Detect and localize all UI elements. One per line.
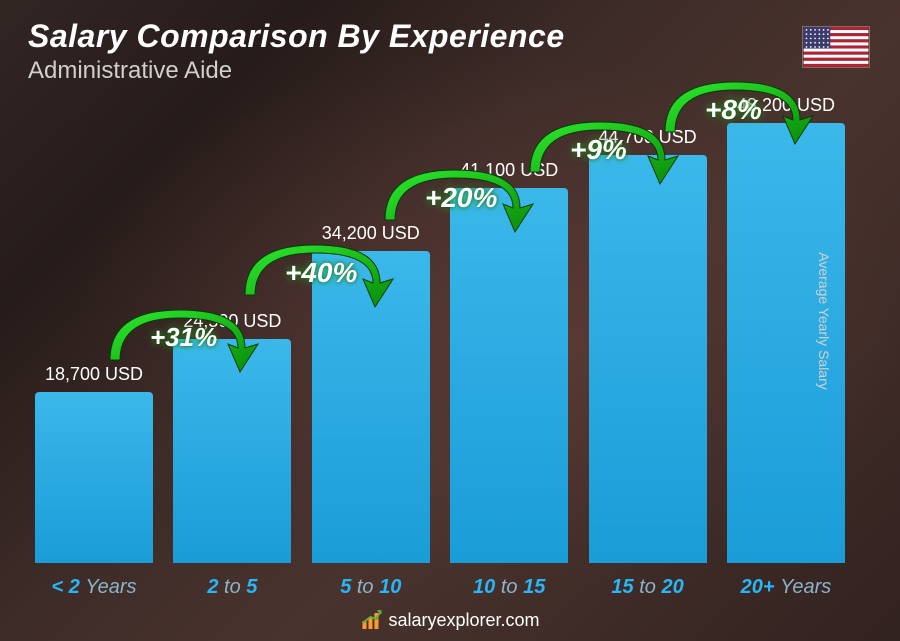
bar: 18,700 USD — [35, 392, 153, 563]
growth-percent-label: +20% — [425, 182, 497, 214]
x-axis-label: 20+ Years — [727, 576, 845, 599]
footer-attribution: salaryexplorer.com — [360, 609, 539, 631]
x-axis-label: 15 to 20 — [589, 576, 707, 599]
growth-percent-label: +31% — [150, 322, 217, 353]
growth-percent-label: +9% — [570, 134, 627, 166]
x-axis-label: < 2 Years — [35, 576, 153, 599]
y-axis-label: Average Yearly Salary — [815, 252, 831, 390]
salaryexplorer-logo-icon — [360, 609, 382, 631]
bar-group: 41,100 USD — [450, 188, 568, 563]
x-axis-label: 10 to 15 — [450, 576, 568, 599]
chart-title: Salary Comparison By Experience — [28, 18, 565, 55]
bar-group: 18,700 USD — [35, 392, 153, 563]
header: Salary Comparison By Experience Administ… — [28, 18, 565, 85]
growth-percent-label: +40% — [285, 257, 357, 289]
x-axis-label: 5 to 10 — [312, 576, 430, 599]
growth-arrow: +40% — [235, 235, 405, 315]
bar-group: 44,700 USD — [589, 155, 707, 563]
footer-text: salaryexplorer.com — [388, 610, 539, 631]
usa-flag-icon — [802, 26, 870, 68]
x-axis-labels: < 2 Years 2 to 5 5 to 10 10 to 15 15 to 20 20… — [35, 576, 845, 599]
bar: 41,100 USD — [450, 188, 568, 563]
growth-arrow: +8% — [655, 72, 825, 152]
x-axis-label: 2 to 5 — [173, 576, 291, 599]
growth-percent-label: +8% — [705, 94, 762, 126]
chart-subtitle: Administrative Aide — [28, 57, 565, 85]
bar: 44,700 USD — [589, 155, 707, 563]
